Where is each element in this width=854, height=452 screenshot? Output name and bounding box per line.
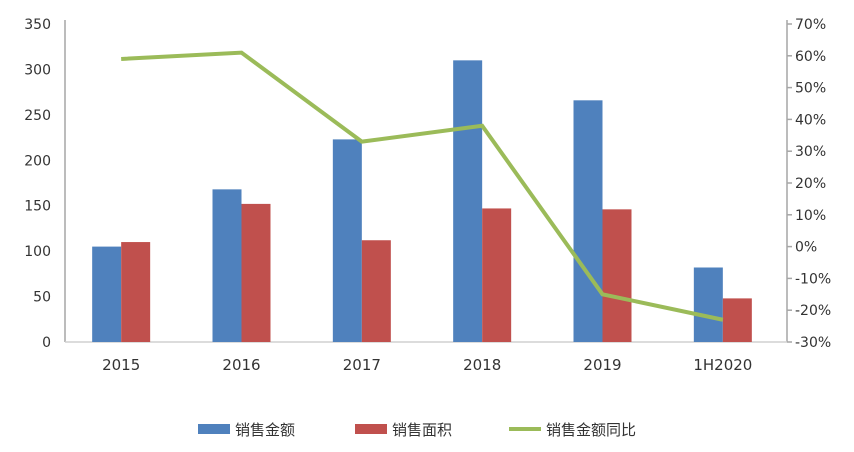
left-tick-label: 50 [33,290,51,306]
legend: 销售金额 销售面积 销售金额同比 [198,421,636,439]
right-tick-label: -30% [795,335,831,351]
bar-销售面积-2019 [603,209,632,342]
left-tick-label: 250 [24,108,51,124]
x-tick-label: 2017 [343,356,381,374]
right-tick-label: 20% [795,176,826,192]
left-tick-label: 350 [24,17,51,33]
left-tick-label: 200 [24,153,51,169]
x-tick-label: 2018 [463,356,501,374]
right-tick-label: 10% [795,208,826,224]
bar-销售金额-2016 [213,189,242,342]
bar-销售面积-2018 [482,208,511,342]
left-tick-label: 150 [24,199,51,215]
left-tick-label: 100 [24,244,51,260]
bar-销售金额-2019 [574,100,603,342]
right-tick-label: 40% [795,112,826,128]
right-tick-label: 50% [795,81,826,97]
legend-label: 销售金额同比 [546,421,636,439]
bar-销售金额-2017 [333,139,362,342]
legend-label: 销售面积 [392,421,452,439]
left-tick-label: 300 [24,62,51,78]
bar-销售面积-2015 [121,242,150,342]
bar-销售金额-2015 [92,247,121,342]
bar-销售面积-1H2020 [723,298,752,342]
line-销售金额同比 [121,53,723,320]
bar-销售金额-2018 [453,60,482,342]
bar-销售面积-2016 [242,204,271,342]
legend-swatch-销售金额 [198,424,230,434]
x-tick-label: 2015 [102,356,140,374]
x-tick-label: 2016 [222,356,260,374]
right-tick-label: -20% [795,303,831,319]
right-tick-label: 0% [795,240,817,256]
legend-swatch-销售面积 [355,424,387,434]
legend-label: 销售金额 [235,421,295,439]
right-tick-label: 70% [795,17,826,33]
right-tick-label: 30% [795,144,826,160]
right-tick-label: -10% [795,271,831,287]
bar-销售面积-2017 [362,240,391,342]
bar-销售金额-1H2020 [694,267,723,342]
x-tick-label: 1H2020 [693,356,752,374]
right-tick-label: 60% [795,49,826,65]
x-tick-label: 2019 [583,356,621,374]
left-tick-label: 0 [42,335,51,351]
